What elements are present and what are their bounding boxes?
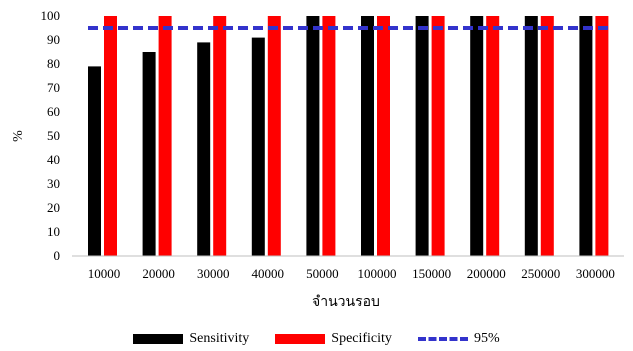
x-tick-label: 150000 <box>412 266 451 281</box>
y-tick-label: 80 <box>47 56 60 71</box>
x-tick-label: 100000 <box>358 266 397 281</box>
y-tick-label: 100 <box>41 8 61 23</box>
bar-specificity-40000 <box>267 16 281 256</box>
bar-specificity-10000 <box>104 16 117 256</box>
y-tick-label: 70 <box>47 80 60 95</box>
y-tick-label: 50 <box>47 128 60 143</box>
legend-label-sensitivity: Sensitivity <box>189 331 250 346</box>
legend-label-specificity: Specificity <box>331 331 392 346</box>
legend: Sensitivity Specificity 95% <box>0 328 633 350</box>
bar-sensitivity-200000 <box>470 16 484 256</box>
bar-sensitivity-30000 <box>197 42 211 257</box>
x-tick-label: 20000 <box>142 266 175 281</box>
legend-swatch-specificity <box>275 334 326 344</box>
bar-sensitivity-250000 <box>524 16 538 256</box>
x-tick-label: 200000 <box>467 266 506 281</box>
y-tick-label: 0 <box>54 248 61 263</box>
y-tick-label: 60 <box>47 104 60 119</box>
legend-label-95: 95% <box>473 331 500 346</box>
bar-specificity-300000 <box>595 16 609 256</box>
x-axis-ticks: 10000 20000 30000 40000 50000 100000 150000 200… <box>88 266 615 281</box>
bar-sensitivity-20000 <box>142 52 156 256</box>
x-tick-label: 10000 <box>88 266 121 281</box>
legend-item-95: 95% <box>417 331 500 347</box>
bar-specificity-200000 <box>486 16 500 256</box>
bar-sensitivity-150000 <box>415 16 429 256</box>
legend-item-sensitivity: Sensitivity <box>133 331 249 347</box>
x-tick-label: 30000 <box>197 266 230 281</box>
bar-specificity-30000 <box>213 16 227 256</box>
legend-swatch-sensitivity <box>133 334 184 344</box>
bar-sensitivity-50000 <box>306 16 320 256</box>
x-tick-label: 300000 <box>576 266 615 281</box>
bars <box>88 16 609 257</box>
y-tick-label: 10 <box>47 224 60 239</box>
y-tick-label: 30 <box>47 176 60 191</box>
x-tick-label: 40000 <box>252 266 285 281</box>
bar-sensitivity-300000 <box>579 16 593 256</box>
y-tick-label: 20 <box>47 200 60 215</box>
bar-sensitivity-100000 <box>361 16 374 256</box>
y-tick-label: 40 <box>47 152 60 167</box>
bar-specificity-20000 <box>158 16 172 256</box>
x-tick-label: 250000 <box>521 266 560 281</box>
y-axis-title: % <box>11 130 26 142</box>
y-axis-ticks: 0 10 20 30 40 50 60 70 80 90 100 <box>41 8 61 263</box>
bar-sensitivity-10000 <box>88 66 101 257</box>
bar-specificity-150000 <box>431 16 445 256</box>
bar-specificity-250000 <box>540 16 554 256</box>
bar-sensitivity-40000 <box>251 37 265 256</box>
y-tick-label: 90 <box>47 32 60 47</box>
legend-item-specificity: Specificity <box>275 331 392 347</box>
legend-swatch-95 <box>417 337 468 341</box>
bar-specificity-50000 <box>322 16 336 256</box>
x-tick-label: 50000 <box>306 266 339 281</box>
bar-specificity-100000 <box>377 16 390 256</box>
x-axis-title: จำนวนรอบ <box>312 295 380 310</box>
